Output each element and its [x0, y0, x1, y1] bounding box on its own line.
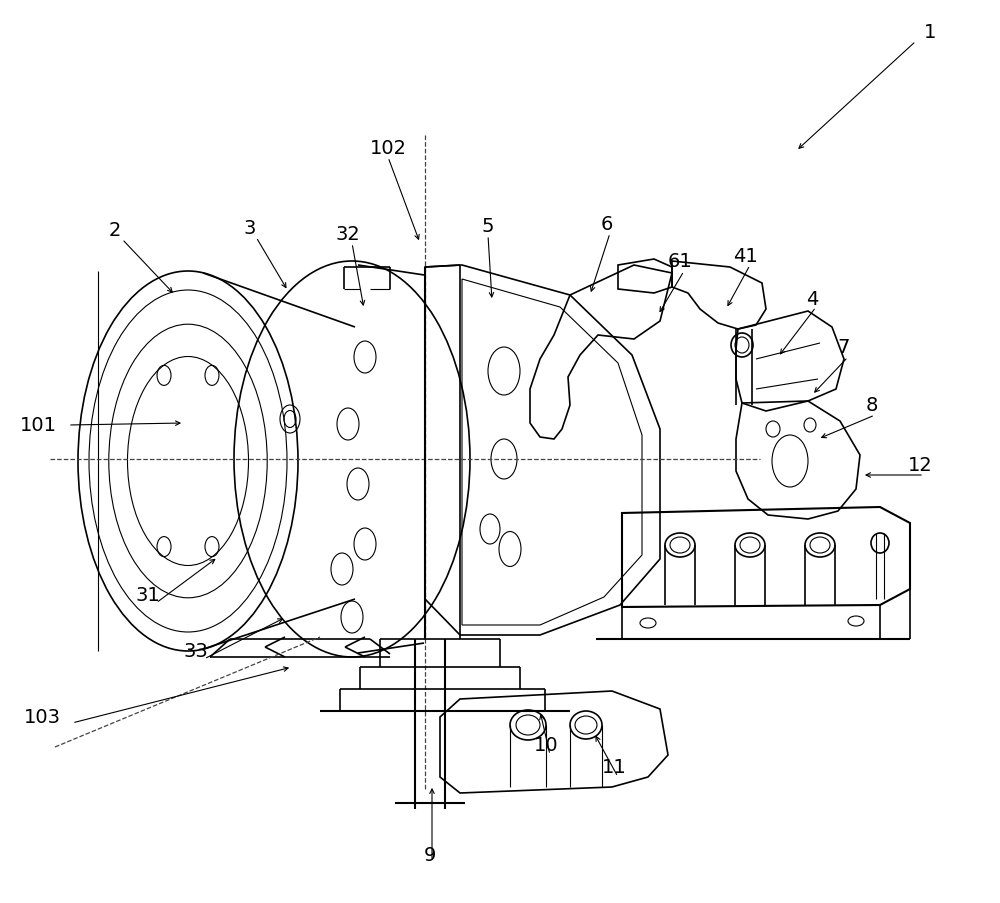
- Text: 33: 33: [184, 642, 208, 661]
- Text: 11: 11: [602, 758, 626, 777]
- Text: 12: 12: [908, 456, 932, 475]
- Text: 8: 8: [866, 396, 878, 415]
- Text: 6: 6: [601, 214, 613, 233]
- Text: 3: 3: [244, 219, 256, 237]
- Text: 4: 4: [806, 290, 818, 309]
- Text: 10: 10: [534, 736, 558, 755]
- Text: 101: 101: [20, 416, 57, 435]
- Text: 1: 1: [924, 23, 936, 42]
- Text: 9: 9: [424, 845, 436, 864]
- Text: 41: 41: [733, 247, 757, 265]
- Text: 102: 102: [370, 138, 407, 157]
- Text: 31: 31: [136, 586, 160, 605]
- Text: 7: 7: [838, 338, 850, 357]
- Text: 2: 2: [109, 220, 121, 239]
- Text: 61: 61: [668, 252, 692, 271]
- Text: 103: 103: [24, 708, 61, 727]
- Text: 32: 32: [336, 224, 360, 243]
- Text: 5: 5: [482, 216, 494, 236]
